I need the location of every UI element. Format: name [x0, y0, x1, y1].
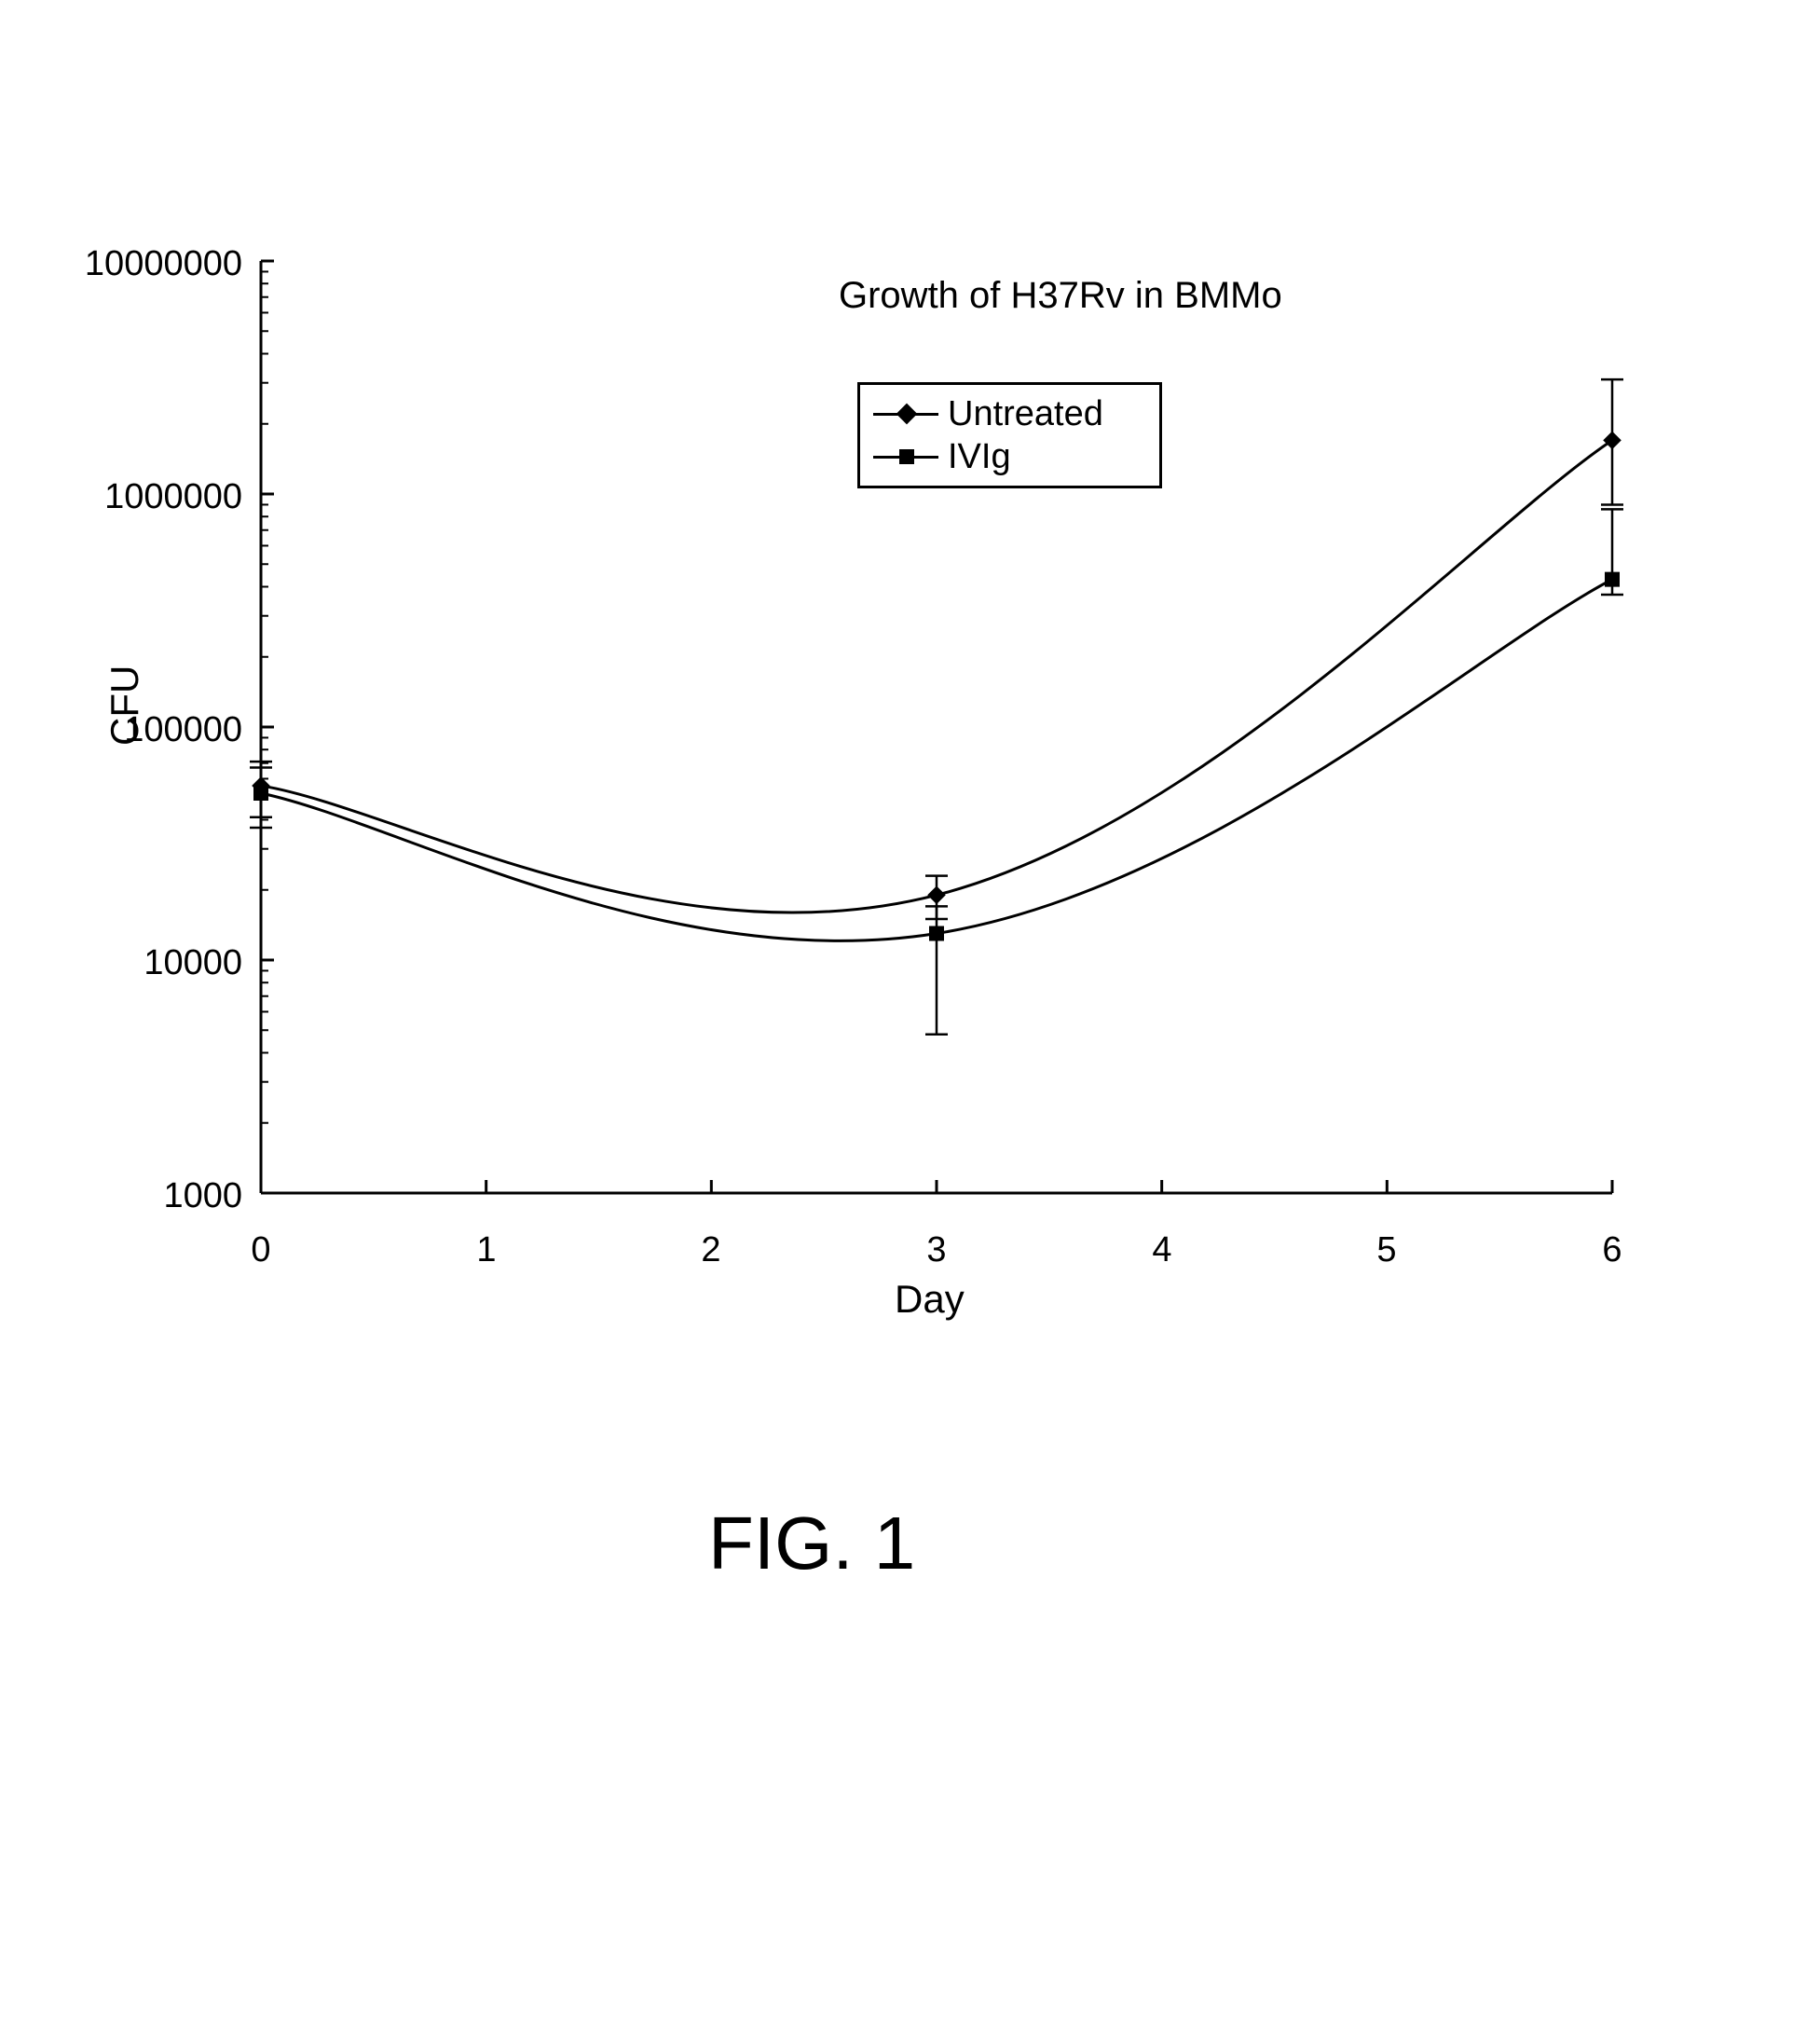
chart-plot-area	[252, 252, 1622, 1202]
y-tick-label: 1000000	[37, 477, 242, 517]
page: Growth of H37Rv in BMMo Untreated IVIg C…	[0, 0, 1820, 2017]
x-tick-label: 0	[242, 1230, 280, 1270]
y-tick-label: 10000000	[37, 244, 242, 284]
x-tick-label: 1	[468, 1230, 505, 1270]
y-tick-label: 10000	[37, 943, 242, 983]
y-tick-label: 1000	[37, 1176, 242, 1216]
x-axis-label: Day	[895, 1277, 965, 1322]
x-tick-label: 2	[692, 1230, 730, 1270]
x-tick-label: 4	[1143, 1230, 1181, 1270]
x-tick-label: 3	[918, 1230, 955, 1270]
y-tick-label: 100000	[37, 710, 242, 750]
x-tick-label: 6	[1594, 1230, 1631, 1270]
chart-container: Growth of H37Rv in BMMo Untreated IVIg C…	[261, 261, 1612, 1379]
figure-caption: FIG. 1	[708, 1501, 915, 1586]
x-tick-label: 5	[1368, 1230, 1405, 1270]
